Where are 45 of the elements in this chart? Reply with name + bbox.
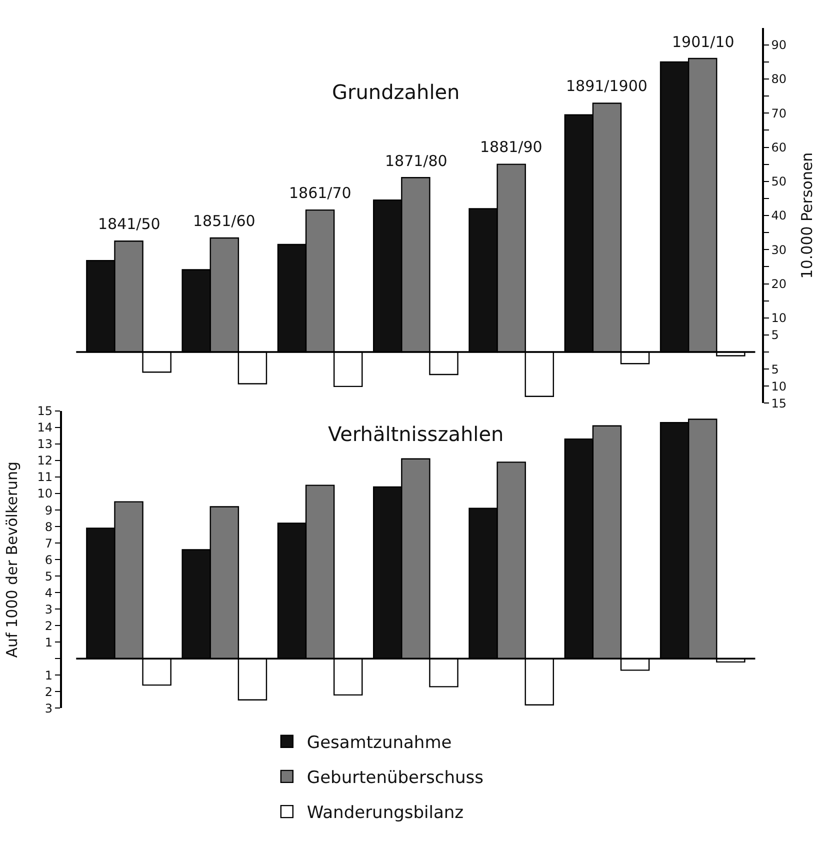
y-tick-label: 14 — [37, 420, 52, 435]
y-tick-label: 6 — [44, 552, 52, 567]
y-tick-label: 3 — [44, 701, 52, 716]
legend-label: Gesamtzunahme — [306, 732, 452, 753]
y-tick-label: 10 — [771, 311, 787, 326]
text: Verhältnisszahlen — [328, 422, 504, 446]
y-tick-label: 15 — [37, 404, 52, 418]
x-tick-label: 1861/70 — [289, 184, 352, 202]
y-tick-label: 4 — [44, 586, 52, 600]
legend-label: Geburtenüberschuss — [306, 768, 484, 788]
x-tick-label: 1881/90 — [480, 138, 542, 156]
y-tick-label: 13 — [37, 437, 52, 452]
y-tick-label: 12 — [37, 454, 52, 468]
y-tick-label: 10 — [37, 486, 52, 501]
y-tick-label: 8 — [44, 520, 52, 534]
y-tick-label: 2 — [44, 684, 52, 699]
y-tick-label: 30 — [771, 242, 787, 257]
y-tick-label: 80 — [771, 72, 787, 86]
text: Grundzahlen — [332, 80, 460, 104]
y-tick-label: 5 — [771, 362, 779, 376]
y-tick-label: 20 — [771, 276, 787, 291]
y-tick-label: 10 — [771, 379, 787, 394]
y-axis-title: Auf 1000 der Bevölkerung — [2, 461, 21, 658]
y-tick-label: 11 — [37, 470, 52, 484]
y-tick-label: 15 — [771, 396, 787, 410]
y-tick-label: 7 — [44, 536, 52, 550]
x-tick-label: 1851/60 — [193, 212, 256, 230]
y-tick-label: 50 — [771, 174, 787, 189]
y-axis-title: 10.000 Personen — [798, 152, 816, 279]
y-tick-label: 70 — [771, 106, 787, 120]
y-tick-label: 1 — [44, 635, 52, 650]
y-tick-label: 3 — [44, 602, 52, 616]
y-tick-label: 40 — [771, 208, 787, 223]
x-tick-label: 1891/1900 — [566, 77, 648, 95]
y-tick-label: 1 — [44, 668, 52, 682]
x-tick-label: 1901/10 — [672, 33, 734, 51]
y-tick-label: 5 — [44, 569, 52, 584]
x-tick-label: 1871/80 — [385, 152, 448, 170]
y-tick-label: 2 — [44, 618, 52, 633]
y-tick-label: 9 — [44, 503, 52, 518]
legend-label: Wanderungsbilanz — [306, 803, 464, 824]
x-tick-label: 1841/50 — [98, 215, 160, 233]
y-tick-label: 5 — [771, 328, 779, 342]
y-tick-label: 90 — [771, 38, 787, 52]
y-tick-label: 60 — [771, 140, 787, 154]
